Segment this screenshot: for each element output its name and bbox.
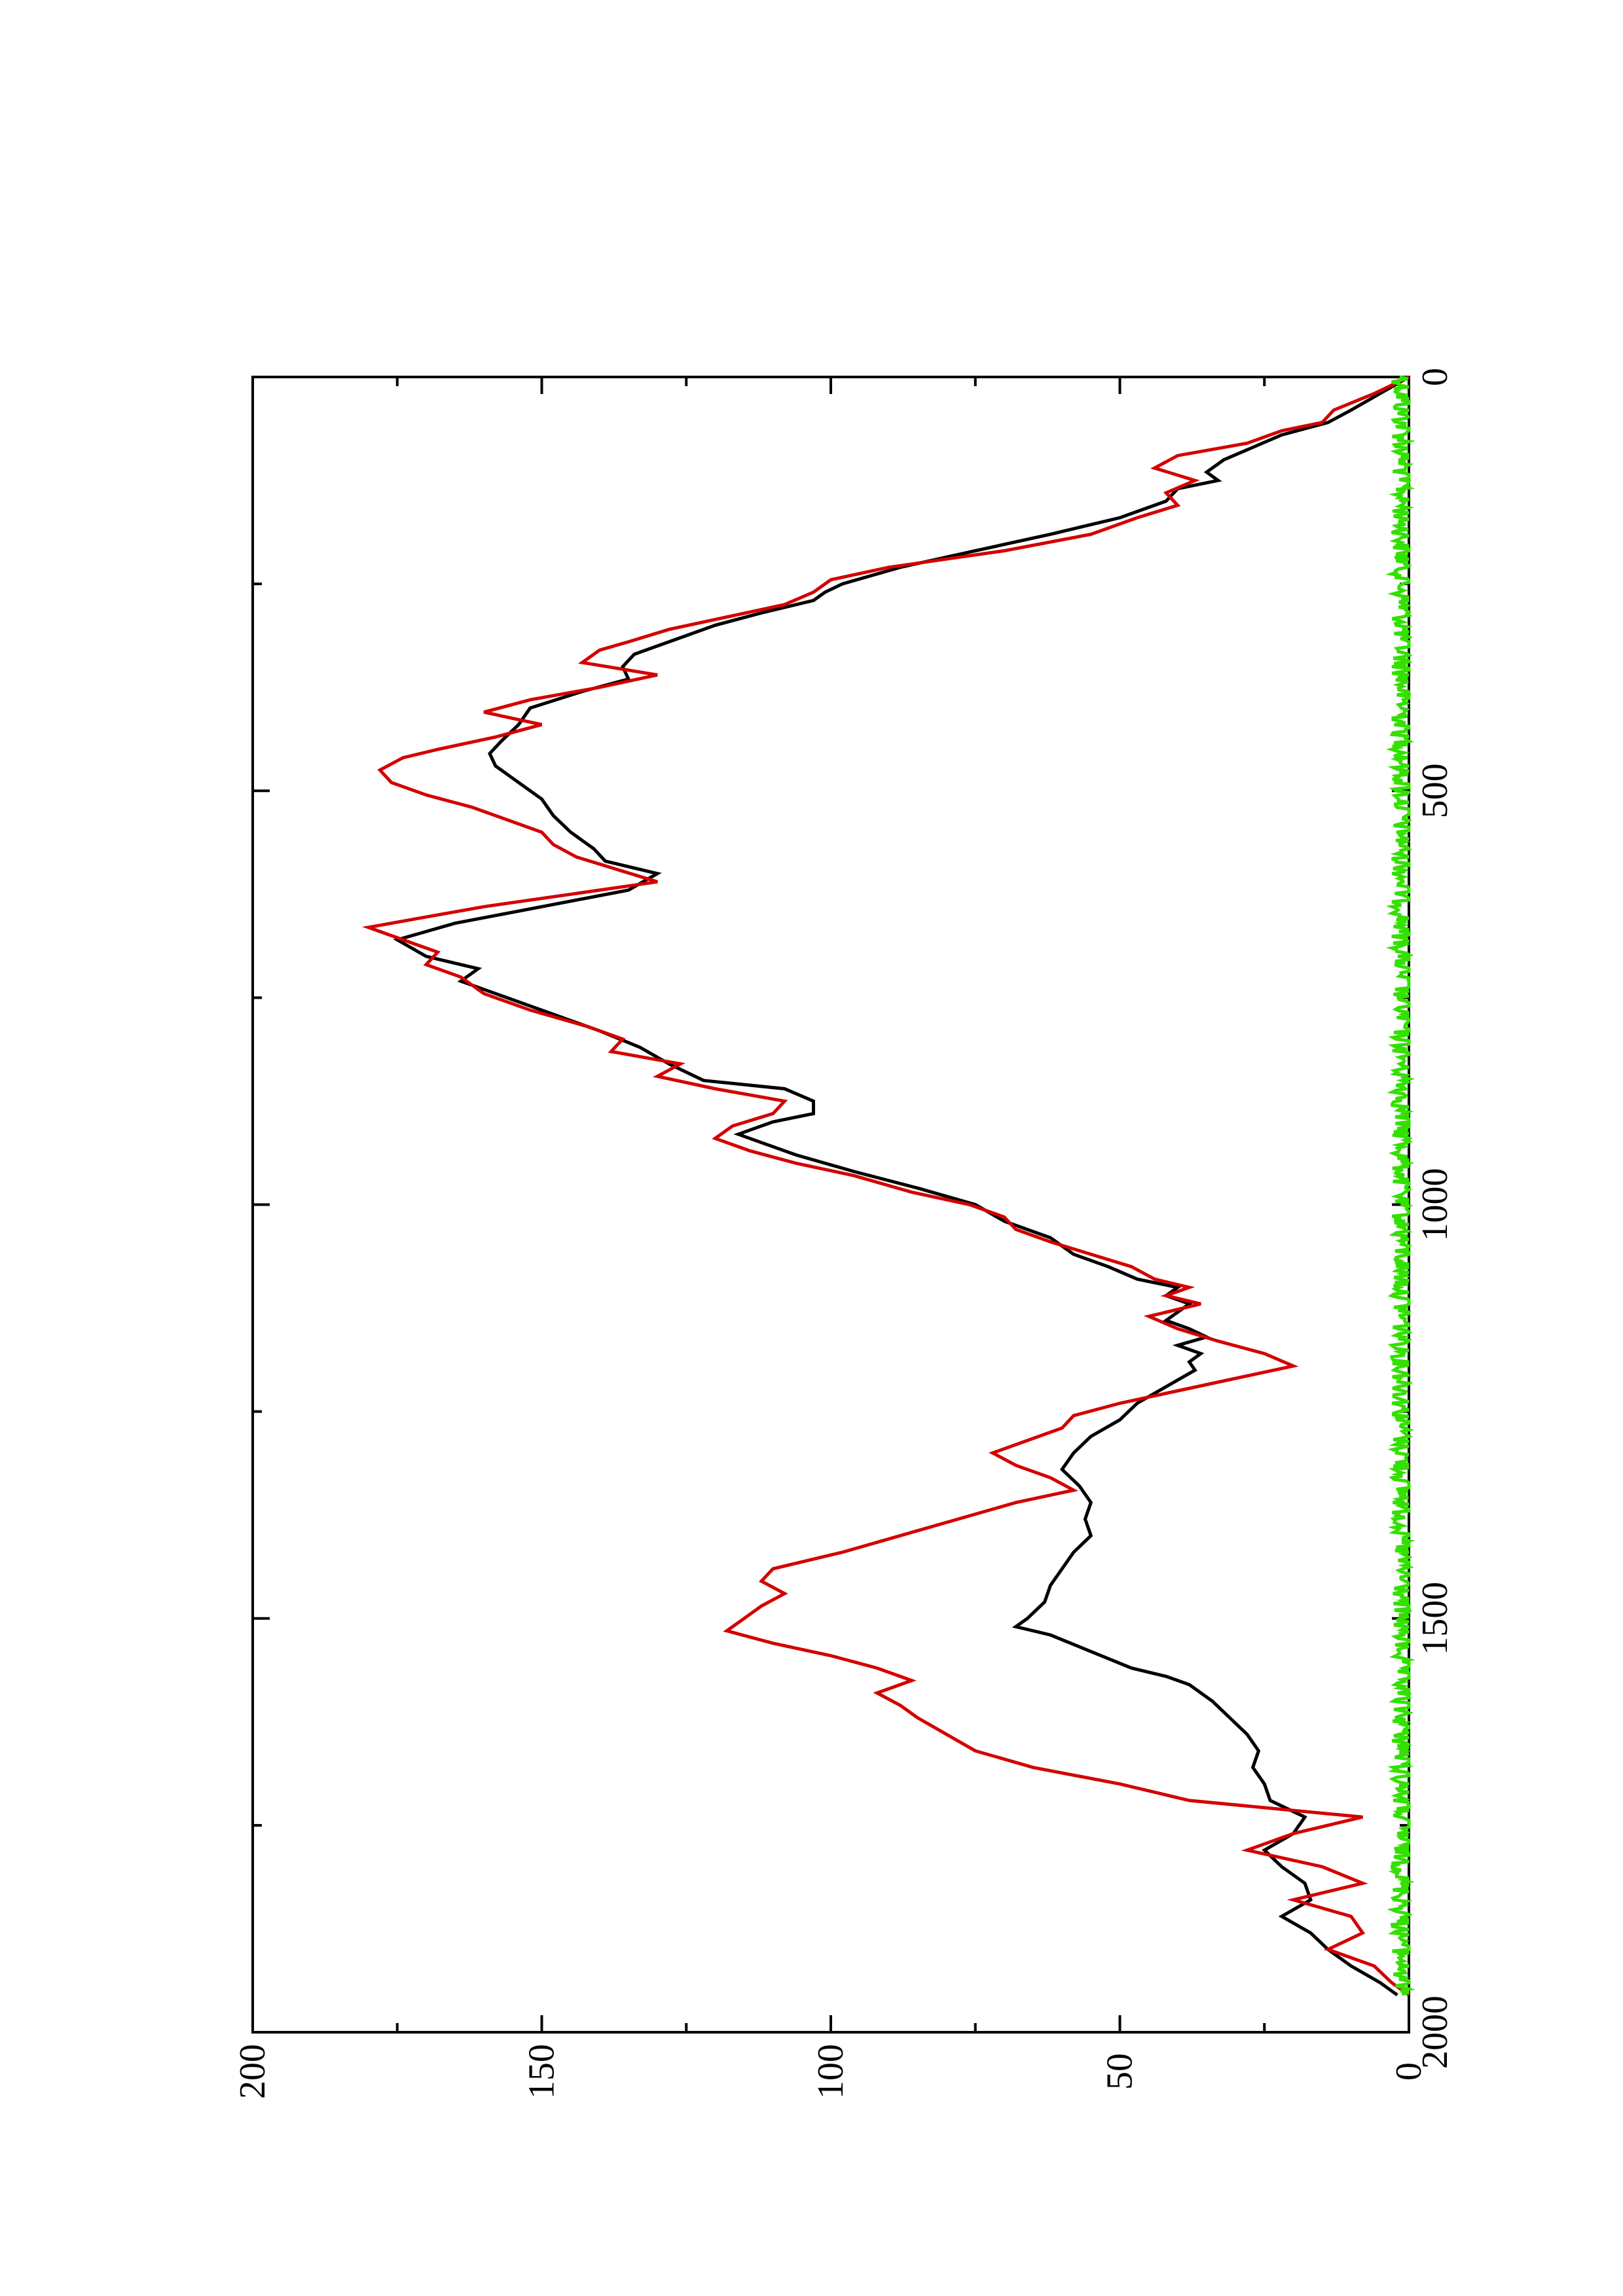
y-tick-label: 150 (522, 2044, 562, 2099)
x-tick-label: 500 (1415, 763, 1455, 818)
series-line-2 (361, 375, 1410, 1997)
x-tick-label: 1000 (1415, 1168, 1455, 1242)
y-tick-label: 0 (1389, 2062, 1429, 2081)
y-tick-label: 100 (811, 2044, 851, 2099)
y-axis-ticks (251, 377, 1410, 2032)
x-axis-ticks (253, 376, 1409, 2034)
y-tick-label: 200 (232, 2044, 273, 2099)
plot-frame (251, 376, 1410, 2034)
series-line-1 (393, 375, 1410, 1997)
x-tick-label: 2000 (1415, 1996, 1455, 2069)
series-group (361, 375, 1415, 1997)
y-tick-labels: 0 50 100 150 200 (232, 2044, 1429, 2099)
y-tick-label: 50 (1100, 2053, 1140, 2090)
series-line-3 (1385, 375, 1415, 1996)
x-tick-label: 1500 (1415, 1582, 1455, 1655)
x-tick-label: 0 (1415, 368, 1455, 386)
x-tick-labels: 0 500 1000 1500 2000 (1415, 368, 1455, 2069)
